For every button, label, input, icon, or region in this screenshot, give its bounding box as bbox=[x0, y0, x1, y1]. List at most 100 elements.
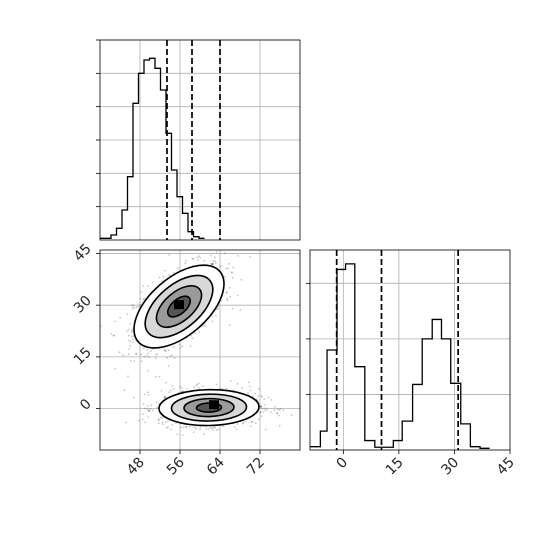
scatter-point bbox=[229, 296, 232, 298]
scatter-point bbox=[241, 422, 244, 425]
scatter-point bbox=[146, 408, 149, 411]
scatter-point bbox=[260, 405, 262, 408]
scatter-y-tick-label: 30 bbox=[71, 293, 95, 317]
scatter-point bbox=[290, 414, 293, 416]
scatter-point bbox=[154, 357, 157, 360]
scatter-point bbox=[278, 414, 280, 417]
scatter-point bbox=[205, 428, 208, 430]
scatter-point bbox=[143, 297, 146, 300]
scatter-point bbox=[209, 262, 212, 265]
scatter-point bbox=[247, 381, 250, 384]
density-peak bbox=[174, 300, 184, 310]
scatter-contours bbox=[133, 264, 260, 427]
scatter-point bbox=[239, 309, 242, 311]
scatter-point bbox=[225, 291, 228, 294]
scatter-point bbox=[263, 398, 266, 400]
scatter-point bbox=[260, 406, 263, 409]
scatter-point bbox=[165, 427, 168, 429]
scatter-point bbox=[204, 325, 207, 328]
scatter-point bbox=[147, 416, 150, 418]
scatter-point bbox=[144, 421, 147, 424]
scatter-point bbox=[216, 308, 218, 311]
scatter-point bbox=[147, 409, 150, 412]
scatter-point bbox=[212, 429, 215, 431]
scatter-point bbox=[126, 313, 129, 315]
scatter-point bbox=[191, 257, 194, 260]
hist-1-quantile-lines bbox=[166, 40, 221, 240]
scatter-point bbox=[142, 347, 145, 350]
scatter-point bbox=[226, 297, 229, 300]
hist-2-grid bbox=[310, 250, 510, 450]
scatter-x-tick-label: 72 bbox=[244, 455, 268, 479]
scatter-point bbox=[125, 421, 127, 424]
scatter-point bbox=[211, 320, 214, 323]
scatter-point bbox=[242, 421, 245, 424]
scatter-point bbox=[148, 410, 151, 413]
scatter-point bbox=[143, 393, 146, 396]
hist-2-y-ticks bbox=[306, 282, 310, 395]
scatter-point bbox=[138, 303, 141, 306]
scatter-y-tick-label: 15 bbox=[71, 344, 95, 368]
scatter-point bbox=[158, 375, 161, 378]
scatter-point bbox=[224, 252, 226, 255]
scatter-point bbox=[191, 337, 194, 340]
scatter-point bbox=[222, 425, 224, 427]
scatter-point bbox=[207, 428, 210, 430]
scatter-point bbox=[147, 352, 150, 355]
scatter-point bbox=[215, 383, 218, 386]
scatter-point bbox=[236, 294, 239, 297]
scatter-point bbox=[209, 254, 212, 257]
scatter-point bbox=[181, 434, 184, 436]
scatter-point bbox=[219, 265, 222, 268]
scatter-point bbox=[167, 420, 169, 422]
scatter-point bbox=[180, 426, 183, 429]
scatter-point bbox=[278, 424, 281, 427]
scatter-point bbox=[160, 390, 163, 392]
scatter-point bbox=[181, 390, 183, 393]
scatter-point bbox=[149, 407, 152, 410]
scatter-y-tick-label: 0 bbox=[77, 396, 95, 414]
scatter-point bbox=[263, 403, 266, 406]
scatter-point bbox=[162, 423, 164, 426]
scatter-point bbox=[279, 407, 282, 410]
scatter-point bbox=[266, 408, 269, 411]
scatter-point bbox=[185, 259, 188, 262]
scatter-point bbox=[163, 269, 166, 272]
scatter-point bbox=[142, 403, 145, 405]
scatter-point bbox=[273, 409, 276, 411]
scatter-point bbox=[143, 356, 146, 358]
scatter-point bbox=[257, 395, 260, 397]
scatter-point bbox=[129, 345, 132, 347]
scatter-point bbox=[215, 429, 218, 432]
scatter-point bbox=[164, 350, 167, 353]
hist-panel-param-2: 0 15 30 45 bbox=[306, 249, 518, 478]
scatter-point bbox=[156, 353, 159, 355]
scatter-y-ticks: 0 15 30 45 bbox=[71, 241, 100, 414]
scatter-point bbox=[161, 417, 163, 419]
scatter-point bbox=[123, 389, 126, 392]
scatter-point bbox=[193, 386, 195, 389]
scatter-point bbox=[199, 425, 202, 428]
scatter-point bbox=[173, 271, 175, 274]
scatter-point bbox=[214, 426, 217, 429]
scatter-point bbox=[233, 426, 236, 428]
scatter-point bbox=[127, 339, 130, 342]
scatter-point bbox=[215, 251, 218, 253]
scatter-point bbox=[142, 298, 145, 301]
scatter-point bbox=[264, 428, 267, 431]
scatter-point bbox=[251, 421, 253, 423]
scatter-point bbox=[197, 382, 200, 385]
scatter-point bbox=[179, 346, 182, 349]
scatter-point bbox=[194, 332, 196, 335]
scatter-point bbox=[203, 259, 206, 262]
scatter-point bbox=[248, 385, 251, 388]
scatter-point bbox=[170, 428, 173, 431]
density-peak bbox=[209, 400, 219, 410]
scatter-point bbox=[135, 352, 138, 355]
scatter-point bbox=[218, 387, 221, 390]
scatter-point bbox=[225, 387, 228, 390]
scatter-point bbox=[182, 426, 185, 429]
scatter-point bbox=[131, 338, 134, 340]
scatter-point bbox=[244, 420, 247, 423]
hist-2-x-tick-label: 0 bbox=[334, 455, 352, 473]
